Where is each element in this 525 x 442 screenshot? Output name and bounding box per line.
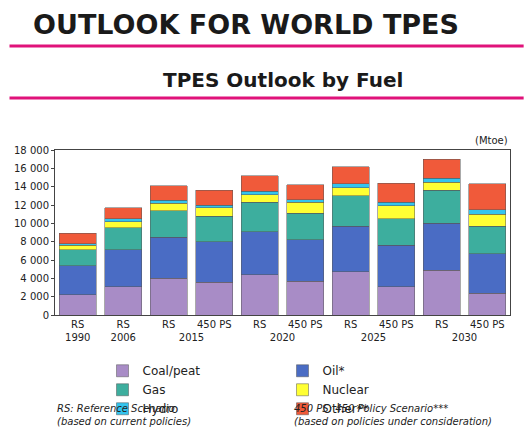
svg-text:4 000: 4 000 [20, 273, 49, 284]
svg-text:450 PS: 450 Policy Scenario***: 450 PS: 450 Policy Scenario***(based on … [294, 403, 492, 427]
svg-text:Coal/peat: Coal/peat [143, 364, 201, 378]
svg-text:Hydro: Hydro [143, 402, 179, 416]
svg-text:RS: RS [435, 319, 448, 330]
svg-text:1990: 1990 [65, 332, 90, 343]
svg-text:RS: RS [162, 319, 175, 330]
svg-text:RS: Reference Scenario(based o: RS: Reference Scenario(based on current … [57, 403, 191, 427]
svg-text:450 PS: 450 PS [288, 319, 323, 330]
svg-text:450 PS: 450 PS [470, 319, 505, 330]
svg-text:2015: 2015 [179, 332, 204, 343]
svg-text:16 000: 16 000 [14, 163, 49, 174]
svg-text:TPES Outlook by Fuel: TPES Outlook by Fuel [163, 68, 403, 92]
svg-text:6 000: 6 000 [20, 255, 49, 266]
svg-text:RS: RS [71, 319, 84, 330]
svg-text:Gas: Gas [143, 383, 166, 397]
svg-text:2 000: 2 000 [20, 291, 49, 302]
svg-text:2025: 2025 [361, 332, 386, 343]
svg-text:2030: 2030 [452, 332, 477, 343]
svg-text:8 000: 8 000 [20, 236, 49, 247]
svg-text:OUTLOOK FOR WORLD TPES: OUTLOOK FOR WORLD TPES [33, 9, 459, 40]
svg-text:18 000: 18 000 [14, 145, 49, 156]
svg-text:10 000: 10 000 [14, 218, 49, 229]
svg-text:RS: RS [253, 319, 266, 330]
svg-text:RS: RS [344, 319, 357, 330]
svg-text:450 PS: 450 PS [197, 319, 232, 330]
svg-text:450 PS: 450 PS [379, 319, 414, 330]
svg-text:Oil*: Oil* [323, 364, 345, 378]
svg-text:RS: RS [117, 319, 130, 330]
svg-text:2020: 2020 [270, 332, 295, 343]
svg-text:Other**: Other** [323, 402, 369, 416]
svg-text:Nuclear: Nuclear [323, 383, 369, 397]
svg-text:14 000: 14 000 [14, 181, 49, 192]
svg-text:(Mtoe): (Mtoe) [475, 135, 508, 146]
svg-text:2006: 2006 [111, 332, 136, 343]
svg-text:12 000: 12 000 [14, 200, 49, 211]
svg-text:0: 0 [43, 310, 49, 321]
